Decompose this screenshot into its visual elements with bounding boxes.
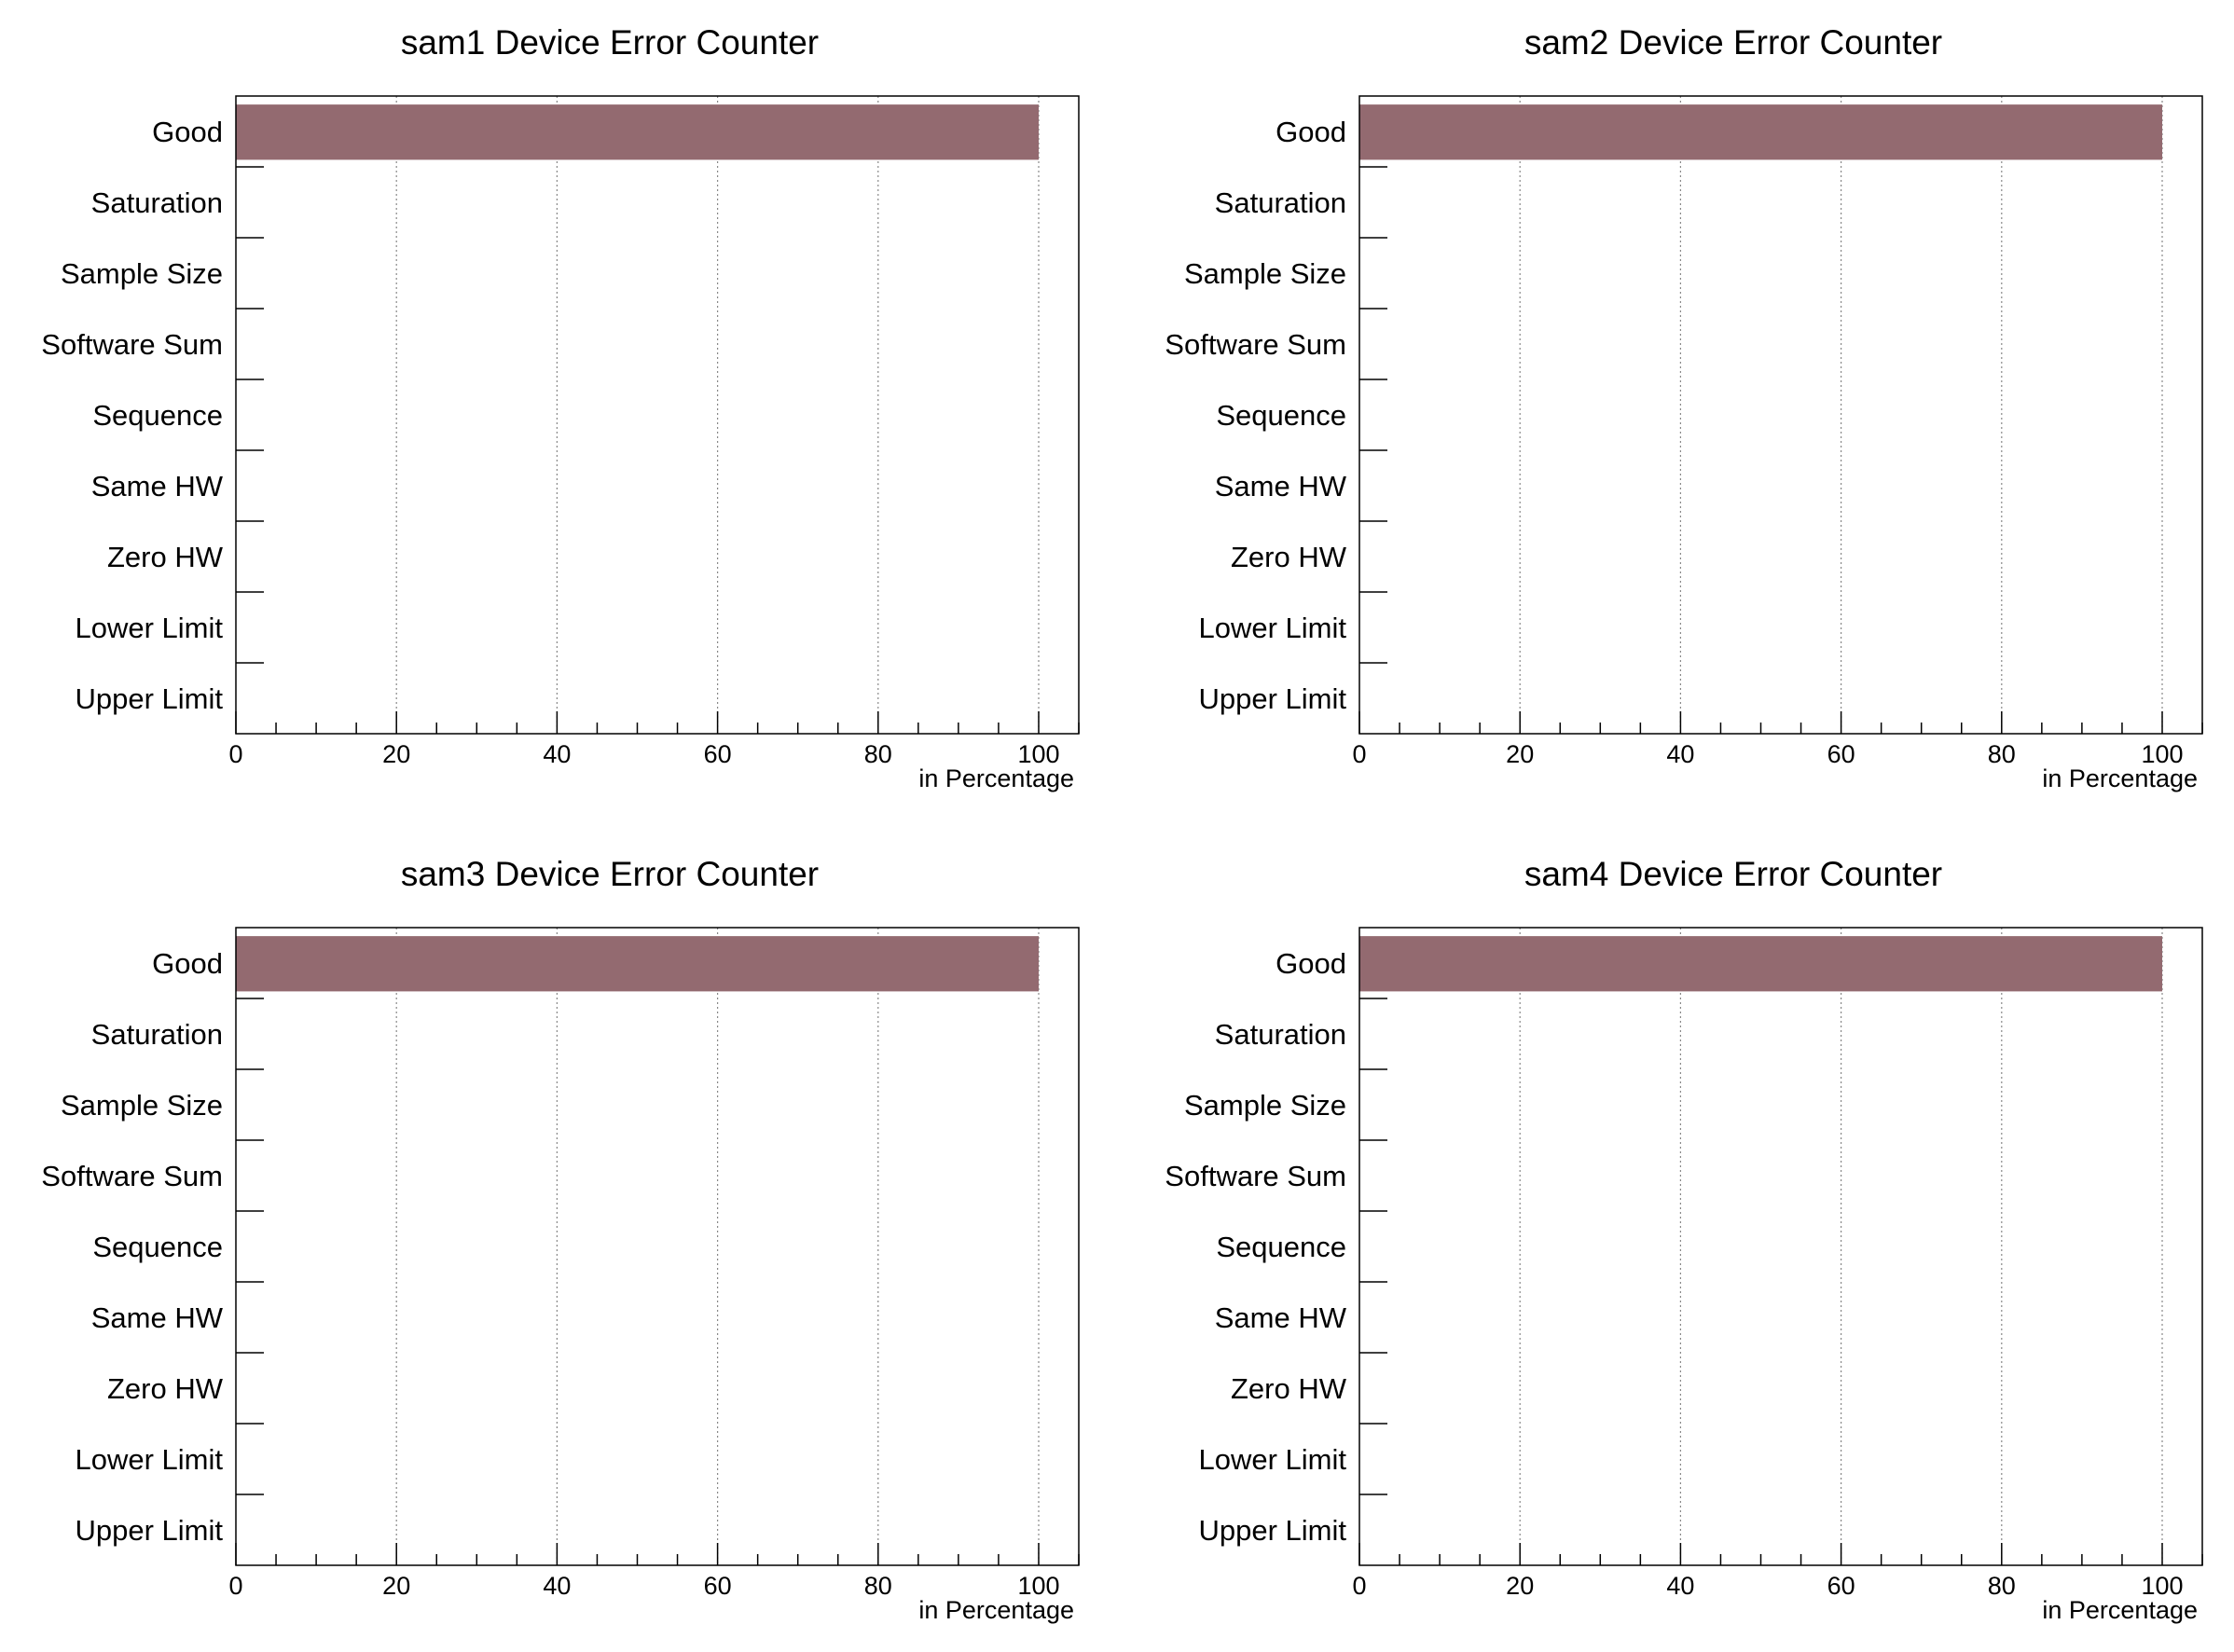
chart-title: sam2 Device Error Counter [1524, 23, 1942, 62]
category-label: Software Sum [1165, 328, 1346, 361]
category-label: Sequence [1216, 399, 1346, 432]
x-tick-label: 80 [864, 740, 892, 768]
category-label: Sequence [1216, 1231, 1346, 1263]
x-tick-label: 20 [382, 740, 410, 768]
x-tick-label: 80 [864, 1572, 892, 1600]
x-tick-label: 0 [1352, 1572, 1366, 1600]
category-label: Good [1276, 116, 1346, 148]
x-axis-label: in Percentage [2042, 1596, 2198, 1624]
category-label: Zero HW [1231, 541, 1347, 573]
category-label: Software Sum [41, 328, 223, 361]
plot-frame [1358, 927, 2203, 1566]
x-tick-label: 40 [1666, 1572, 1694, 1600]
bar-good [236, 936, 1039, 992]
chart-panel-2: Good Saturation Sample Size Software Sum Seq… [1165, 23, 2203, 792]
chart-panel-4: Good Saturation Sample Size Software Sum Seq… [1165, 855, 2203, 1624]
category-label: Lower Limit [1199, 612, 1347, 644]
x-tick-label: 0 [228, 740, 242, 768]
category-label: Saturation [91, 186, 223, 219]
x-tick-label: 0 [1352, 740, 1366, 768]
category-label: Saturation [91, 1018, 223, 1051]
x-tick-label: 40 [1666, 740, 1694, 768]
category-label: Upper Limit [76, 682, 224, 715]
category-label: Software Sum [41, 1160, 223, 1192]
category-label: Zero HW [1231, 1372, 1347, 1405]
chart-panel-1: Good Saturation Sample Size Software Sum Seq… [41, 23, 1080, 792]
x-tick-label: 0 [228, 1572, 242, 1600]
category-label: Good [1276, 947, 1346, 980]
category-label: Lower Limit [76, 612, 224, 644]
category-label: Upper Limit [1199, 1514, 1347, 1547]
x-tick-label: 60 [704, 1572, 732, 1600]
x-tick-label: 100 [1017, 740, 1059, 768]
category-label: Sample Size [1184, 257, 1346, 290]
category-label: Zero HW [107, 1372, 224, 1405]
plot-frame [1358, 95, 2203, 735]
x-tick-label: 100 [1017, 1572, 1059, 1600]
bar-good [236, 104, 1039, 160]
category-label: Lower Limit [1199, 1443, 1347, 1476]
x-tick-label: 40 [543, 740, 571, 768]
plot-frame [235, 95, 1080, 735]
category-label: Sequence [92, 1231, 223, 1263]
x-tick-label: 60 [1827, 740, 1855, 768]
x-tick-label: 20 [382, 1572, 410, 1600]
chart-panel-3: Good Saturation Sample Size Software Sum Seq… [41, 855, 1080, 1624]
x-tick-label: 40 [543, 1572, 571, 1600]
x-axis-label: in Percentage [918, 1596, 1074, 1624]
bar-good [1359, 936, 2162, 992]
category-label: Saturation [1215, 186, 1346, 219]
category-label: Upper Limit [1199, 682, 1347, 715]
x-tick-label: 20 [1506, 1572, 1534, 1600]
category-label: Good [152, 947, 223, 980]
plot-frame [235, 927, 1080, 1566]
category-label: Zero HW [107, 541, 224, 573]
category-label: Good [152, 116, 223, 148]
chart-title: sam3 Device Error Counter [401, 855, 819, 893]
x-tick-label: 100 [2141, 1572, 2183, 1600]
category-label: Sample Size [61, 257, 223, 290]
category-label: Saturation [1215, 1018, 1346, 1051]
category-label: Lower Limit [76, 1443, 224, 1476]
category-label: Software Sum [1165, 1160, 1346, 1192]
category-label: Same HW [91, 1301, 224, 1334]
chart-title: sam1 Device Error Counter [401, 23, 819, 62]
x-tick-label: 100 [2141, 740, 2183, 768]
x-tick-label: 20 [1506, 740, 1534, 768]
category-label: Same HW [1215, 470, 1347, 502]
category-label: Sequence [92, 399, 223, 432]
x-tick-label: 80 [1988, 740, 2016, 768]
x-tick-label: 60 [704, 740, 732, 768]
x-tick-label: 80 [1988, 1572, 2016, 1600]
category-label: Sample Size [1184, 1089, 1346, 1122]
x-axis-label: in Percentage [918, 764, 1074, 792]
category-label: Same HW [1215, 1301, 1347, 1334]
category-label: Sample Size [61, 1089, 223, 1122]
x-axis-label: in Percentage [2042, 764, 2198, 792]
chart-title: sam4 Device Error Counter [1524, 855, 1942, 893]
category-label: Upper Limit [76, 1514, 224, 1547]
x-tick-label: 60 [1827, 1572, 1855, 1600]
category-label: Same HW [91, 470, 224, 502]
bar-good [1359, 104, 2162, 160]
